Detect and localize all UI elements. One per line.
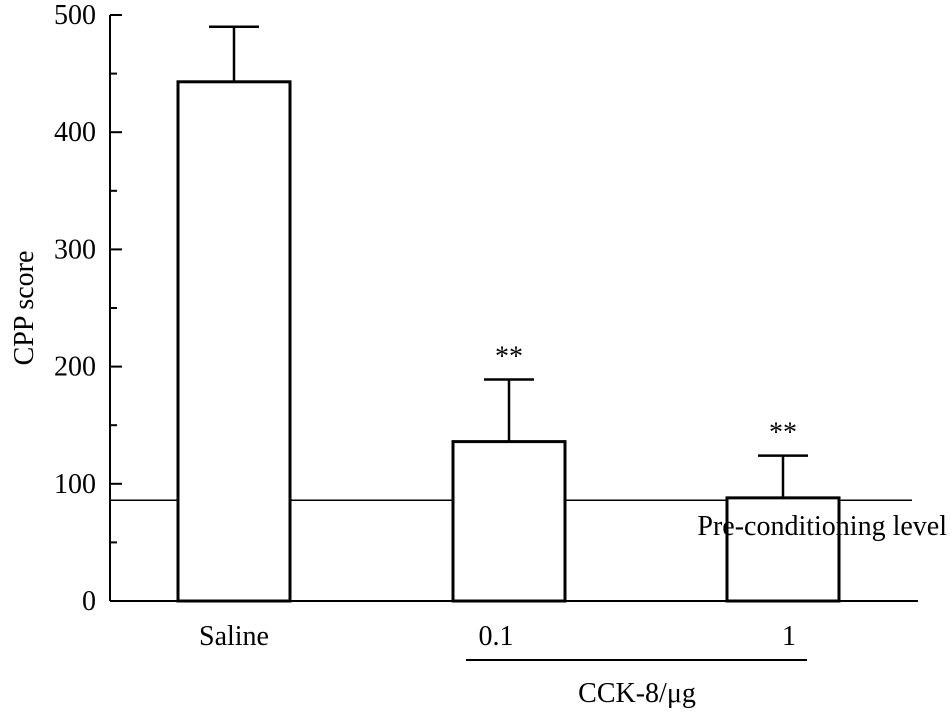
category-label: 1 (782, 621, 796, 652)
y-tick-label: 400 (54, 117, 96, 148)
significance-label: ** (769, 418, 797, 449)
y-tick-label: 500 (54, 0, 96, 31)
bar (451, 440, 567, 603)
significance-label: ** (495, 341, 523, 372)
labels: Saline ** 0.1 ** 1 (199, 341, 797, 652)
reference-line-label: Pre-conditioning level (697, 511, 947, 542)
y-tick-label: 0 (82, 586, 96, 617)
category-label: Saline (199, 621, 269, 652)
y-ticks: 0 100 200 300 400 500 (54, 0, 122, 617)
y-tick-label: 100 (54, 469, 96, 500)
y-tick-label: 200 (54, 352, 96, 383)
y-tick-label: 300 (54, 234, 96, 265)
y-axis-title: CPP score (9, 251, 40, 366)
group-label: CCK-8/μg (578, 678, 696, 709)
category-label: 0.1 (479, 621, 514, 652)
bars (176, 25, 841, 603)
bar (176, 80, 292, 603)
